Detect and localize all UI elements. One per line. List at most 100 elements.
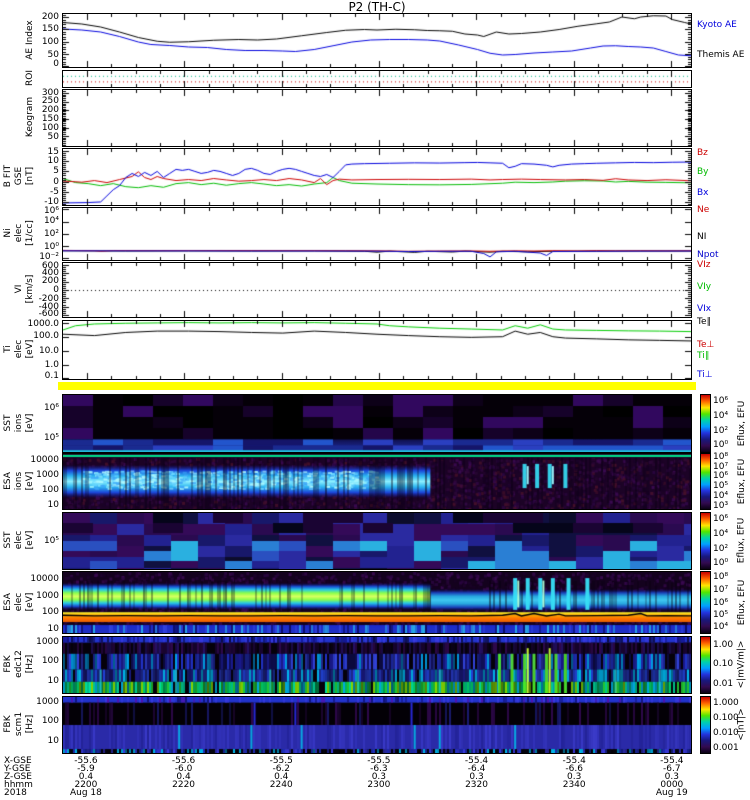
ytick-ti: 0.1 [44,371,59,381]
axis-row-value: 0.3 [371,772,387,782]
ytick-sst_ion: 10⁶ [43,403,59,414]
ytick-sst_ion: 10⁵ [43,432,59,443]
panel-fbk_e [62,636,692,694]
colorbar-fbk_e [700,636,711,694]
fbk_b-plot-area [63,697,691,753]
axis-row-value: -55.4 [562,756,586,766]
cbar-unit-esa_ion: Eflux, EFU [736,458,747,504]
axis-row-value: -6.4 [467,764,486,774]
ytick-vi: -600 [38,309,59,319]
axis-row-label-Z-GSE: Z-GSE [4,772,32,782]
cbar-tick-fbk_b: 0.001 [713,743,739,754]
sst_elec-plot-area [63,513,691,569]
trace-label-ae: Themis AE [697,49,745,60]
axis-row-value: -55.4 [660,756,684,766]
ytick-bfit: 10 [47,155,59,166]
trace-label-ae: Kyoto AE [697,20,737,31]
ytick-esa_ion: 10 [47,500,59,511]
ytick-fbk_e: 10 [47,675,59,686]
plot-title: P2 (TH-C) [348,0,406,14]
axis-row-value: -6.2 [272,764,291,774]
axis-year: 2018 [4,788,27,798]
ti-plot-area [63,321,691,379]
cbar-unit-sst_elec: Eflux, EFU [736,517,747,564]
fbk_e-plot-area [63,637,691,693]
trace-label-vi: VIz [697,259,711,270]
cbar-tick-fbk_b: 0.010 [713,728,739,739]
cbar-tick-esa_elec: 10⁶ [713,597,729,608]
ytick-ni: 10⁻² [39,252,59,262]
cbar-tick-sst_elec: 10⁰ [713,558,729,569]
colorbar-fbk_b [700,696,711,754]
panel-esa_elec [62,571,692,634]
axis-row-value: -55.6 [171,756,196,766]
axis-row-value: 0000 [660,780,684,790]
ytick-keogram: 250 [41,96,59,107]
ytick-esa_elec: 100 [41,606,59,617]
ytick-keogram: 50 [47,132,59,143]
cbar-tick-esa_ion: 10³ [713,501,729,511]
axis-row-label-X-GSE: X-GSE [4,756,32,766]
colorbar-sst_elec [700,512,711,570]
ytick-ae: 100 [41,37,59,48]
ytick-keogram: 100 [41,122,59,133]
ytick-bfit: -5 [50,187,59,198]
cbar-tick-esa_ion: 10⁵ [713,481,729,492]
cbar-tick-sst_ion: 10⁰ [713,440,729,451]
trace-label-bfit: By [697,167,709,178]
ytick-bfit: 15 [47,147,59,157]
ytick-esa_elec: 1000 [36,590,59,601]
cbar-tick-sst_elec: 10² [713,543,729,554]
axis-row-value: -55.4 [464,756,489,766]
ytick-ae: 200 [41,12,59,22]
panel-sst_ion [62,394,692,453]
axis-row-value: 0.4 [78,772,94,782]
ytick-esa_ion: 10000 [30,455,59,466]
ni-plot-area [63,208,691,260]
cbar-tick-sst_elec: 10⁶ [713,513,729,524]
cbar-tick-esa_elec: 10⁷ [713,584,729,595]
roi-plot-area [63,71,691,87]
ytick-keogram: 200 [41,104,59,115]
axis-row-value: -5.9 [77,764,95,774]
ytick-esa_elec: 10 [47,623,59,634]
trace-label-ti: Te⊥ [697,340,715,351]
trace-label-bfit: Bx [697,188,709,199]
ytick-fbk_b: 1000 [36,696,59,707]
trace-label-ti: Ti⊥ [697,370,713,381]
ytick-fbk_e: 100 [41,655,59,666]
ytick-keogram: 300 [41,88,59,98]
esa_elec-plot-area [63,572,691,633]
ae-plot-area [63,14,691,67]
sst_ion-plot-area [63,395,691,452]
esa_ion-plot-area [63,454,691,509]
ytick-fbk_b: 10 [47,735,59,746]
axis-row-value: -6.7 [663,764,681,774]
axis-row-value: 2340 [562,780,586,790]
ytick-ni: 10² [43,229,59,239]
ytick-vi: 0 [53,285,59,295]
colorbar-esa_ion [700,453,711,510]
ytick-vi: -200 [38,293,59,304]
colorbar-esa_elec [700,571,711,634]
panel-ae [62,13,692,68]
cbar-tick-sst_elec: 10⁴ [713,529,729,540]
ytick-vi: 200 [41,276,59,287]
cbar-tick-esa_ion: 10⁶ [713,471,729,482]
trace-label-ti: Ti∥ [697,351,710,361]
trace-label-ti: Te∥ [697,316,712,327]
ytick-ti: 10.0 [38,345,59,356]
ytick-ni: 10⁴ [43,216,59,227]
keogram-plot-area [63,90,691,146]
cbar-tick-fbk_b: 1.000 [713,697,739,708]
ytick-ni: 10⁰ [43,241,59,252]
trace-label-ni: Npot [697,250,719,261]
trace-label-bfit: Bz [697,147,708,158]
axis-row-value: 2200 [74,780,98,790]
cbar-tick-fbk_e: 1.00 [713,639,734,650]
axis-row-value: 2320 [465,780,488,790]
ytick-ae: 0 [53,59,59,69]
panel-fbk_b [62,696,692,754]
cbar-tick-sst_ion: 10⁴ [713,410,729,421]
